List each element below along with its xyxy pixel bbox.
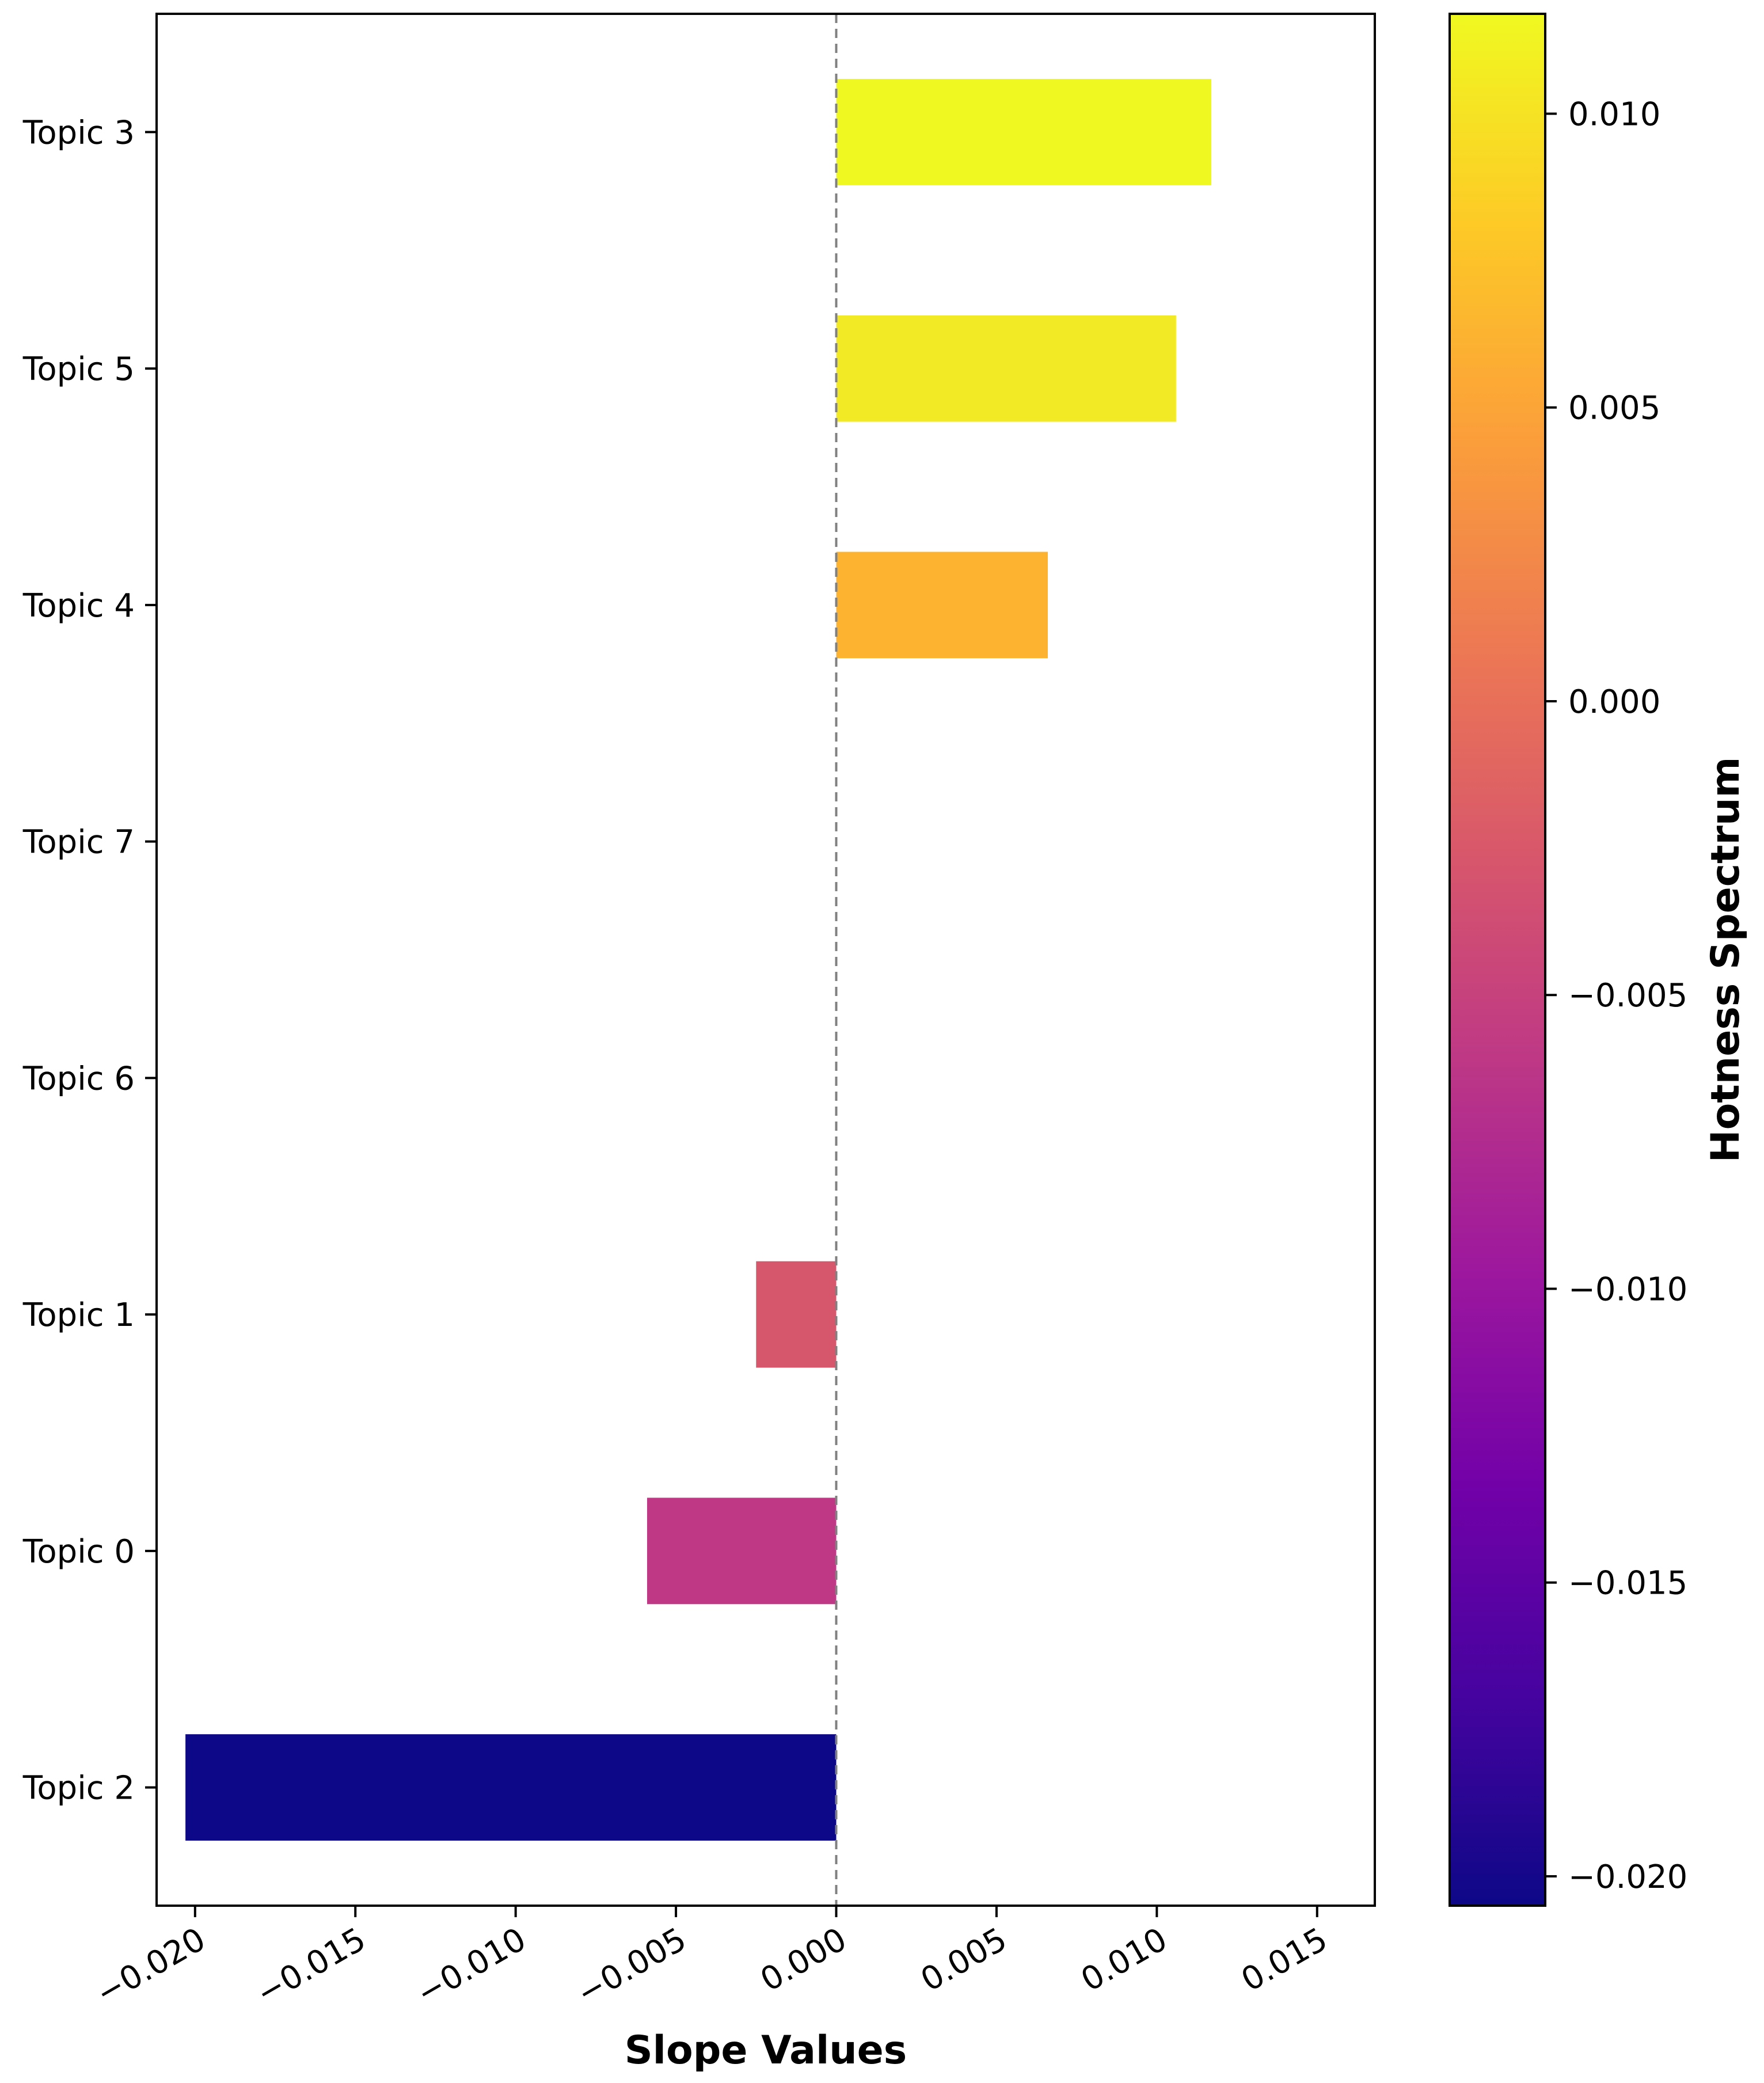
colorbar-tick-label: 0.005 — [1568, 390, 1660, 427]
y-tick-label: Topic 7 — [22, 824, 135, 861]
x-tick-label: 0.000 — [754, 1921, 853, 1999]
colorbar-frame — [1449, 13, 1546, 1907]
x-axis: −0.020 −0.015 −0.010 −0.005 0.000 0.005 0.010 0… — [90, 1906, 1334, 2013]
plot-frame — [155, 13, 1376, 1907]
x-tick-label: −0.005 — [571, 1921, 693, 2013]
y-tick-label: Topic 3 — [22, 114, 135, 151]
bar-topic-1 — [756, 1261, 837, 1368]
colorbar-tick-label: −0.020 — [1568, 1858, 1687, 1896]
colorbar-tick-label: −0.010 — [1568, 1271, 1687, 1308]
y-tick-label: Topic 6 — [22, 1060, 135, 1097]
y-tick-label: Topic 4 — [22, 587, 135, 625]
bar-topic-4 — [836, 552, 1048, 659]
x-tick-label: 0.005 — [915, 1921, 1013, 1999]
y-tick-label: Topic 1 — [22, 1297, 135, 1334]
colorbar-axis: 0.010 0.005 0.000 −0.005 −0.010 −0.015 −0.020 — [1545, 96, 1687, 1896]
x-tick-label: −0.015 — [250, 1921, 372, 2013]
x-tick-label: −0.010 — [410, 1921, 533, 2013]
colorbar-tick-label: −0.005 — [1568, 977, 1687, 1014]
bar-topic-3 — [836, 78, 1212, 185]
y-tick-label: Topic 0 — [22, 1533, 135, 1571]
bar-topic-0 — [647, 1497, 837, 1605]
x-tick-label: −0.020 — [90, 1921, 212, 2013]
colorbar-tick-label: 0.010 — [1568, 96, 1660, 133]
y-tick-label: Topic 2 — [22, 1770, 135, 1807]
bar-topic-5 — [836, 315, 1176, 422]
y-tick-label: Topic 5 — [22, 351, 135, 388]
x-tick-label: 0.010 — [1075, 1921, 1173, 1999]
bars-layer — [185, 78, 1212, 1841]
colorbar — [1450, 14, 1545, 1906]
bar-topic-2 — [185, 1734, 837, 1841]
x-axis-title: Slope Values — [625, 2028, 907, 2073]
colorbar-title: Hotness Spectrum — [1703, 757, 1748, 1163]
colorbar-tick-label: 0.000 — [1568, 683, 1660, 721]
colorbar-tick-label: −0.015 — [1568, 1565, 1687, 1602]
y-axis: Topic 3 Topic 5 Topic 4 Topic 7 Topic 6 Topic… — [22, 114, 157, 1807]
x-tick-label: 0.015 — [1235, 1921, 1333, 1999]
